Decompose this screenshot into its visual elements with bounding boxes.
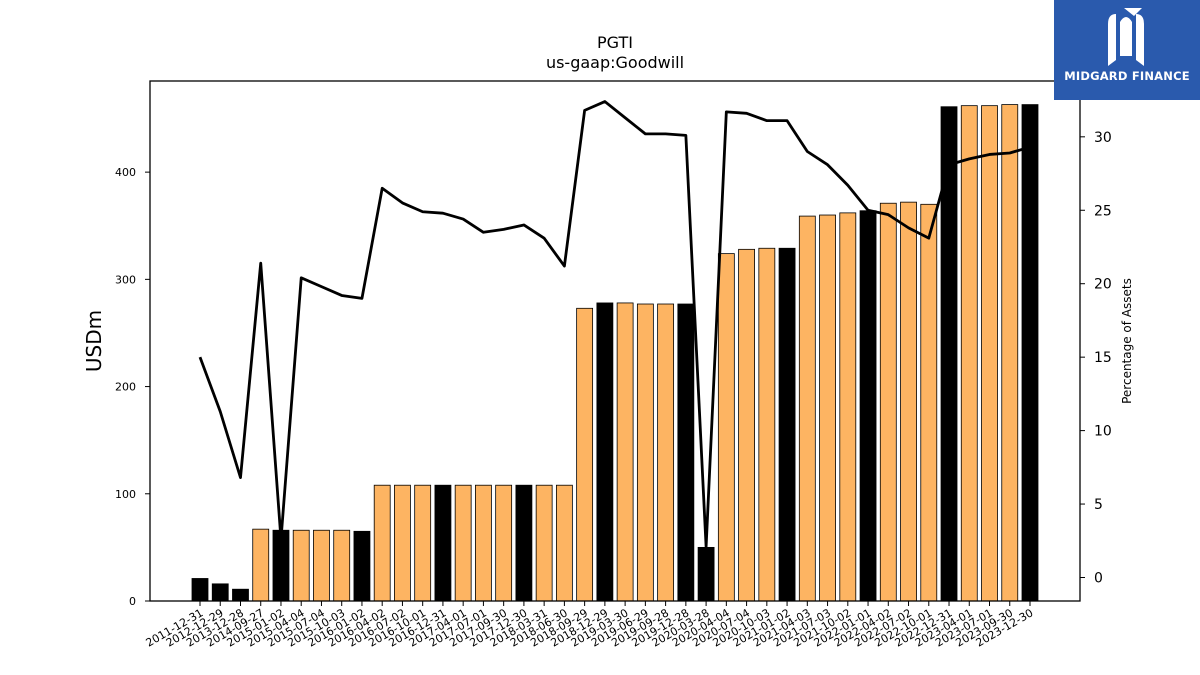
bar-2017-12-30	[515, 484, 533, 602]
bar-2021-04-03	[798, 215, 816, 602]
y-axis-label: USDm	[82, 310, 106, 372]
bar-2015-04-04	[292, 529, 310, 602]
bar-2021-01-02	[778, 247, 796, 602]
bar-2012-12-29	[211, 583, 229, 602]
bar-2022-01-01	[859, 210, 877, 602]
bar-2022-04-02	[879, 202, 897, 602]
bar-2021-07-03	[819, 214, 836, 602]
chart-subtitle: us-gaap:Goodwill	[546, 53, 684, 72]
bar-2016-10-01	[414, 484, 432, 602]
bar-2020-10-03	[758, 247, 776, 602]
y2-tick-label: 5	[1094, 497, 1103, 513]
logo: MIDGARD FINANCE	[1054, 0, 1200, 100]
bar-2019-03-30	[616, 302, 634, 602]
y-tick-label: 200	[115, 381, 136, 394]
y2-tick-label: 0	[1094, 570, 1103, 586]
bar-2016-07-02	[394, 484, 411, 602]
midgard-m-icon	[1108, 8, 1144, 66]
bar-2017-09-30	[495, 484, 513, 602]
bar-2023-12-30	[1021, 104, 1039, 602]
y2-tick-label: 20	[1094, 277, 1112, 293]
line-layer	[198, 100, 1031, 549]
plot-frame	[149, 80, 1081, 602]
bar-2016-04-02	[373, 484, 391, 602]
bar-2016-12-31	[434, 484, 452, 602]
y2-tick-label: 30	[1094, 130, 1112, 146]
chart-title: PGTI	[597, 33, 633, 52]
bar-2011-12-31	[191, 578, 209, 602]
bar-2023-09-30	[1001, 104, 1019, 602]
bar-2017-07-01	[475, 484, 492, 602]
y2-axis-label: Percentage of Assets	[1120, 278, 1134, 404]
bar-2016-01-02	[353, 530, 371, 602]
bar-2023-07-01	[981, 105, 998, 602]
bar-2018-06-30	[555, 484, 573, 602]
bar-2014-09-27	[252, 528, 270, 602]
bar-2018-12-29	[596, 302, 614, 602]
bar-2020-07-04	[738, 248, 755, 602]
bar-2023-04-01	[960, 105, 978, 602]
axes-layer: 01002003004000510152025302011-12-312012-…	[115, 80, 1112, 650]
y-tick-label: 400	[115, 166, 136, 179]
bar-2017-04-01	[454, 484, 472, 602]
line-series-percentage-of-assets	[198, 100, 1031, 549]
bar-2018-09-29	[576, 307, 594, 602]
bar-2019-09-28	[657, 303, 675, 602]
bar-2015-10-03	[333, 529, 351, 602]
logo-text: MIDGARD FINANCE	[1064, 69, 1190, 83]
y2-tick-label: 15	[1094, 350, 1112, 366]
bar-2022-07-02	[900, 201, 917, 602]
bar-2019-12-28	[677, 303, 695, 602]
bar-2020-03-28	[697, 546, 715, 602]
bar-2015-01-02	[272, 529, 290, 602]
bar-2022-10-01	[920, 203, 938, 602]
bar-2019-06-29	[636, 303, 654, 602]
bar-2021-10-02	[839, 212, 857, 602]
y2-tick-label: 25	[1094, 203, 1112, 219]
bar-2015-07-04	[313, 529, 330, 602]
y2-tick-label: 10	[1094, 424, 1112, 440]
y-tick-label: 300	[115, 273, 136, 286]
bar-2020-04-04	[717, 253, 735, 602]
y-tick-label: 100	[115, 488, 136, 501]
bar-2013-12-28	[232, 588, 249, 602]
y-tick-label: 0	[129, 595, 136, 608]
bar-2018-03-31	[535, 484, 553, 602]
bars-layer	[191, 104, 1039, 602]
